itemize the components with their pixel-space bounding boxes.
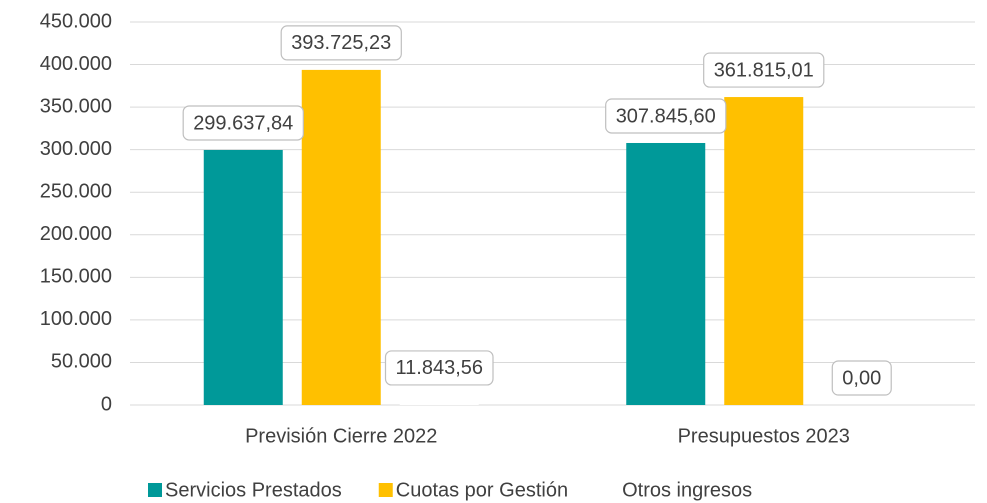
bar (399, 394, 479, 405)
y-tick-label: 100.000 (40, 308, 112, 330)
bar (301, 69, 381, 405)
y-tick-label: 450.000 (40, 10, 112, 32)
x-tick-label: Previsión Cierre 2022 (245, 425, 437, 447)
y-tick-label: 200.000 (40, 223, 112, 245)
data-label: 299.637,84 (193, 112, 293, 134)
data-label: 393.725,23 (291, 32, 391, 54)
data-label-box (280, 25, 402, 61)
y-tick-label: 0 (101, 393, 112, 415)
y-tick-label: 50.000 (51, 351, 112, 373)
y-tick-label: 300.000 (40, 138, 112, 160)
y-tick-label: 400.000 (40, 53, 112, 75)
legend-swatch (378, 483, 393, 497)
bar (724, 97, 804, 405)
y-tick-label: 150.000 (40, 266, 112, 288)
x-tick-label: Presupuestos 2023 (678, 425, 850, 447)
legend-label: Otros ingresos (622, 479, 752, 501)
data-label-box (182, 105, 304, 141)
data-label-box (384, 350, 494, 386)
legend-swatch (148, 483, 162, 497)
y-tick-label: 350.000 (40, 95, 112, 117)
legend-label: Cuotas por Gestión (396, 479, 568, 501)
bar (203, 149, 283, 405)
legend-swatch (605, 483, 620, 497)
legend-label: Servicios Prestados (165, 479, 342, 501)
bar (626, 142, 706, 405)
y-tick-label: 250.000 (40, 181, 112, 203)
data-label-box (605, 98, 727, 134)
data-label: 307.845,60 (616, 105, 716, 127)
data-label: 0,00 (842, 367, 881, 389)
data-label: 11.843,56 (396, 357, 484, 379)
data-label-box (703, 52, 825, 88)
data-label: 361.815,01 (714, 59, 814, 81)
data-label-box (831, 360, 892, 396)
